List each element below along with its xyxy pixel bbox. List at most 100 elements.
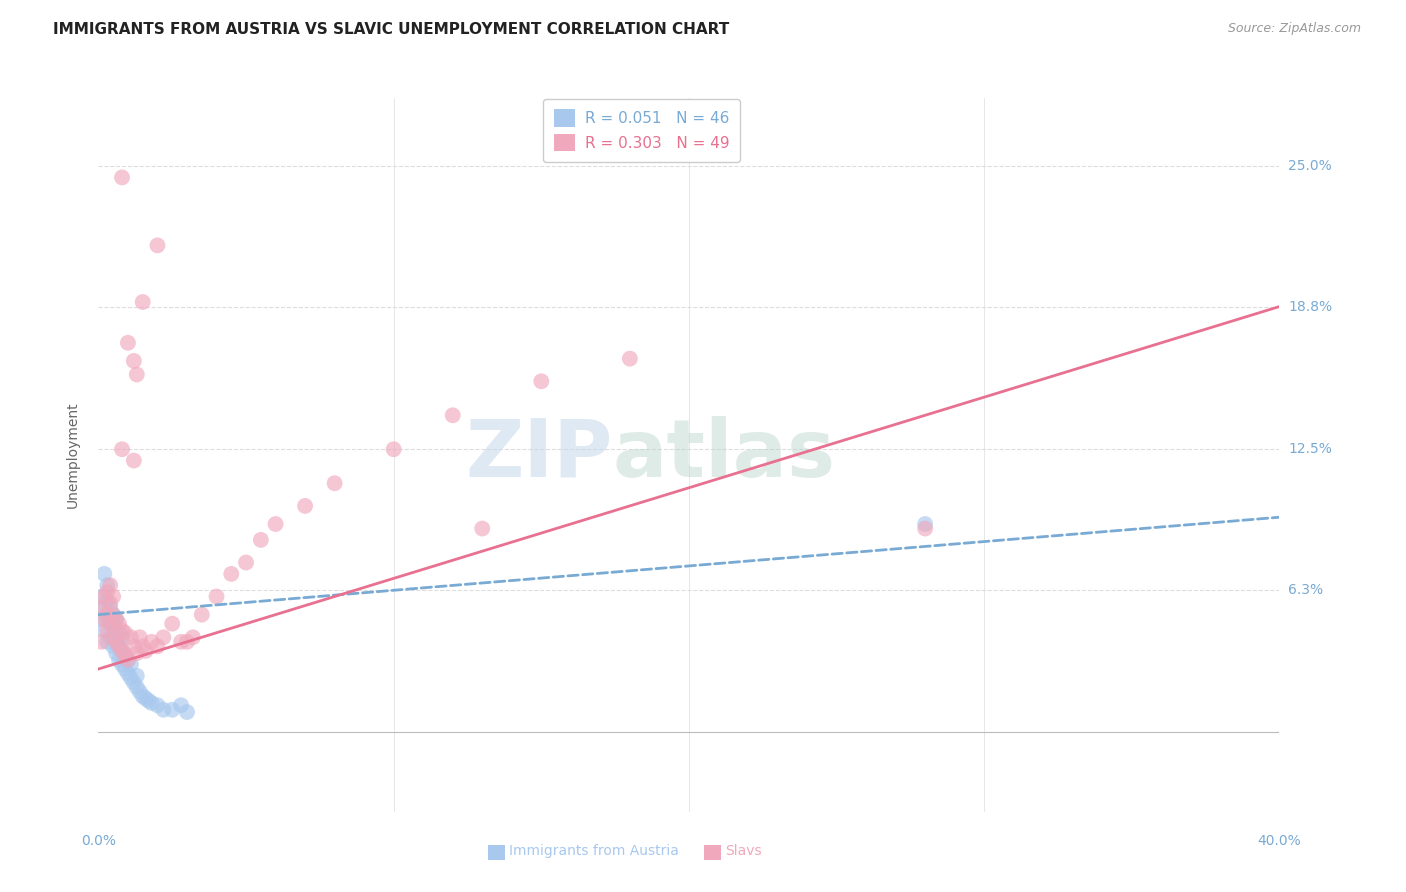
Point <box>93 612 115 626</box>
Point <box>98 616 121 631</box>
Point <box>93 600 115 615</box>
Text: Immigrants from Austria: Immigrants from Austria <box>509 844 679 858</box>
Point <box>114 662 136 676</box>
Point <box>132 640 155 654</box>
Point <box>135 691 157 706</box>
Point <box>191 607 214 622</box>
Point <box>914 522 936 536</box>
Point <box>441 409 464 423</box>
Point <box>250 533 273 547</box>
Point <box>111 624 134 638</box>
Point <box>98 616 121 631</box>
Point <box>122 453 145 467</box>
Point <box>98 596 121 610</box>
Point <box>93 624 115 638</box>
Point <box>98 578 121 592</box>
Point <box>125 669 148 683</box>
Point <box>90 600 112 615</box>
Point <box>162 616 183 631</box>
Point <box>105 635 128 649</box>
Point <box>914 516 936 531</box>
Point <box>162 703 183 717</box>
Point <box>105 612 128 626</box>
Point <box>181 630 204 644</box>
Point <box>103 640 125 654</box>
Point <box>619 136 641 151</box>
Point <box>103 607 125 622</box>
Text: Source: ZipAtlas.com: Source: ZipAtlas.com <box>1227 22 1361 36</box>
Point <box>146 238 169 252</box>
Point <box>96 578 118 592</box>
Point <box>105 624 128 638</box>
Point <box>152 703 174 717</box>
Legend: R = 0.051   N = 46, R = 0.303   N = 49: R = 0.051 N = 46, R = 0.303 N = 49 <box>543 99 740 162</box>
Point <box>96 635 118 649</box>
Point <box>105 646 128 660</box>
Point <box>176 705 198 719</box>
Text: Slavs: Slavs <box>725 844 762 858</box>
Point <box>619 351 641 366</box>
Point <box>105 612 128 626</box>
Point <box>132 295 155 310</box>
Point <box>120 671 142 685</box>
Point <box>114 648 136 663</box>
Point <box>122 675 145 690</box>
Point <box>135 644 157 658</box>
Text: 12.5%: 12.5% <box>1288 442 1333 456</box>
Point <box>141 635 163 649</box>
Text: 25.0%: 25.0% <box>1288 159 1331 173</box>
Point <box>125 368 148 382</box>
Point <box>128 630 150 644</box>
Text: Unemployment: Unemployment <box>66 401 79 508</box>
Point <box>221 566 243 581</box>
Point <box>117 653 139 667</box>
Point <box>103 616 125 631</box>
Point <box>264 516 287 531</box>
Point <box>98 630 121 644</box>
Point <box>122 354 145 368</box>
Point <box>382 442 405 457</box>
Point <box>117 666 139 681</box>
Point <box>111 644 134 658</box>
Point <box>111 442 134 457</box>
Point <box>170 698 193 713</box>
FancyBboxPatch shape <box>488 845 505 860</box>
Point <box>117 335 139 350</box>
Point <box>105 635 128 649</box>
Point <box>90 590 112 604</box>
Text: 40.0%: 40.0% <box>1257 834 1302 848</box>
Point <box>108 625 131 640</box>
Point <box>108 640 131 654</box>
Point <box>471 522 494 536</box>
Point <box>125 680 148 694</box>
Point <box>170 635 193 649</box>
Point <box>108 653 131 667</box>
Point <box>176 635 198 649</box>
Point <box>96 612 118 626</box>
Point <box>152 630 174 644</box>
Point <box>96 624 118 638</box>
Point <box>108 640 131 654</box>
Text: 18.8%: 18.8% <box>1288 300 1333 313</box>
Point <box>138 694 160 708</box>
Point <box>530 374 553 388</box>
Text: ZIP: ZIP <box>465 416 612 494</box>
Point <box>128 684 150 698</box>
Point <box>103 630 125 644</box>
Point <box>111 657 134 672</box>
Text: IMMIGRANTS FROM AUSTRIA VS SLAVIC UNEMPLOYMENT CORRELATION CHART: IMMIGRANTS FROM AUSTRIA VS SLAVIC UNEMPL… <box>53 22 730 37</box>
Point <box>98 600 121 615</box>
FancyBboxPatch shape <box>704 845 721 860</box>
Point <box>294 499 316 513</box>
Point <box>111 644 134 658</box>
Text: atlas: atlas <box>612 416 835 494</box>
Point <box>96 607 118 622</box>
Point <box>114 625 136 640</box>
Point <box>120 630 142 644</box>
Point <box>90 612 112 626</box>
Point <box>125 646 148 660</box>
Point <box>323 476 346 491</box>
Point <box>93 590 115 604</box>
Point <box>117 653 139 667</box>
Point <box>146 698 169 713</box>
